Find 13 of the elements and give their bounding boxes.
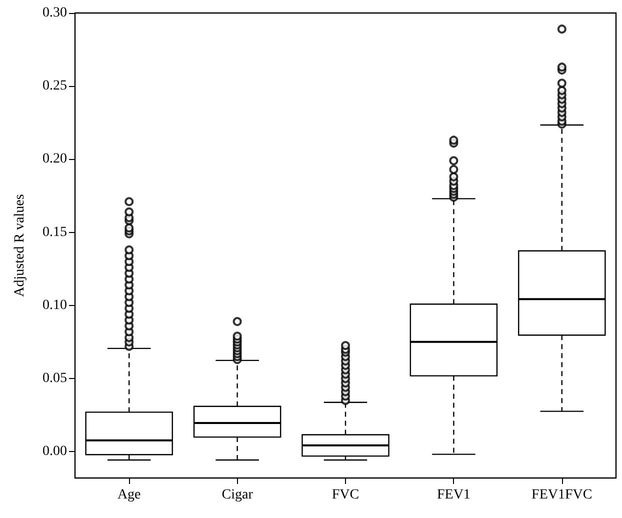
y-axis-title: Adjusted R values xyxy=(12,194,28,297)
y-tick-label: 0.20 xyxy=(42,152,67,167)
x-tick-label: FVC xyxy=(332,488,360,502)
y-tick-label: 0.00 xyxy=(42,444,67,460)
x-tick-label: FEV1FVC xyxy=(532,488,592,502)
x-tick-label: Cigar xyxy=(222,488,254,502)
y-tick-label: 0.10 xyxy=(42,298,67,313)
x-tick-label: Age xyxy=(117,488,141,502)
x-tick-label: FEV1 xyxy=(436,488,470,502)
y-tick-label: 0.15 xyxy=(42,224,67,240)
y-tick-label: 0.05 xyxy=(42,371,67,386)
y-tick-label: 0.30 xyxy=(42,6,67,20)
y-tick-label: 0.25 xyxy=(42,78,67,94)
